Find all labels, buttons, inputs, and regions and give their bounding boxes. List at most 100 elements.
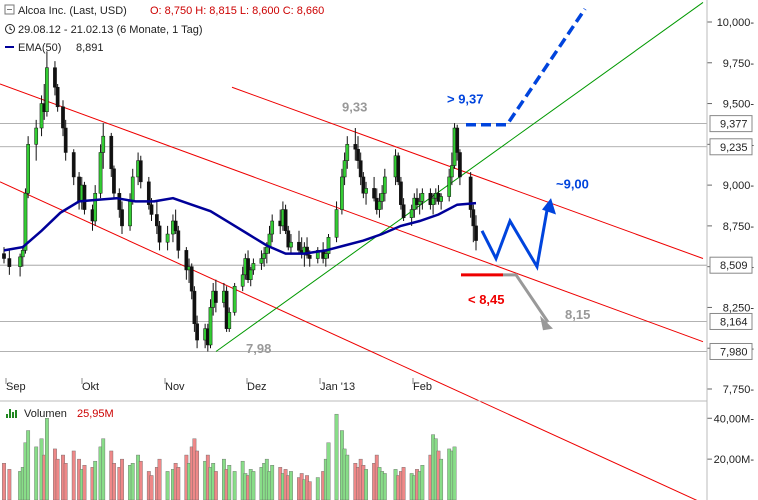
candle-body bbox=[214, 290, 218, 303]
candle-body bbox=[468, 176, 473, 210]
price-level-label: 8,509 bbox=[720, 260, 748, 272]
candle-body bbox=[248, 269, 253, 280]
candle-body bbox=[450, 165, 454, 178]
candle-body bbox=[232, 285, 237, 313]
channel-upper-line bbox=[0, 83, 704, 343]
candle-body bbox=[138, 160, 143, 183]
y-tick-label: 9,500- bbox=[723, 99, 755, 111]
candle-body bbox=[82, 184, 87, 210]
y-tick-label: 8,250- bbox=[723, 302, 755, 314]
ohlc-values: O: 8,750 H: 8,815 L: 8,600 C: 8,660 bbox=[150, 5, 324, 17]
volume-bar bbox=[26, 430, 31, 500]
candle-body bbox=[251, 263, 256, 271]
candle-body bbox=[93, 193, 98, 222]
clock-icon bbox=[5, 24, 15, 34]
volume-bar bbox=[439, 458, 444, 500]
volume-icon-bar bbox=[9, 409, 11, 418]
volume-bars bbox=[2, 413, 457, 500]
y-tick-label: 10,000- bbox=[717, 17, 755, 29]
breakdown-gray-arrow bbox=[503, 273, 550, 323]
candle-body bbox=[439, 196, 443, 202]
candle-body bbox=[307, 254, 312, 259]
bounce-arrowhead bbox=[542, 198, 556, 215]
candle-body bbox=[334, 209, 339, 238]
annotation-label: > 9,37 bbox=[447, 92, 484, 107]
volume-bar bbox=[120, 458, 124, 500]
volume-bar bbox=[307, 481, 312, 500]
volume-bars-icon bbox=[6, 409, 17, 418]
breakdown-arrowhead bbox=[540, 315, 553, 331]
price-grid bbox=[0, 21, 712, 390]
candle-body bbox=[377, 201, 382, 210]
volume-axis: 40,00M- 20,00M- bbox=[714, 413, 755, 466]
candle-body bbox=[224, 290, 229, 329]
candle-body bbox=[471, 209, 476, 227]
price-level-box bbox=[709, 138, 753, 156]
volume-bar bbox=[157, 458, 162, 500]
volume-bar bbox=[176, 467, 181, 500]
volume-bar bbox=[130, 463, 135, 500]
candle-body bbox=[184, 250, 189, 271]
candle-body bbox=[340, 176, 344, 210]
candle-body bbox=[227, 312, 232, 329]
candle-body bbox=[20, 250, 25, 258]
volume-bar bbox=[7, 469, 12, 500]
trendlines bbox=[0, 2, 704, 500]
candle-body bbox=[149, 204, 154, 215]
candle-body bbox=[447, 176, 452, 197]
candle-body bbox=[117, 193, 122, 210]
chart-menu-icon[interactable] bbox=[4, 4, 15, 15]
volume-bar bbox=[364, 469, 368, 500]
candle-body bbox=[396, 155, 401, 183]
candle-body bbox=[2, 253, 6, 259]
volume-bar bbox=[289, 471, 293, 500]
clock-icon-hands bbox=[9, 26, 13, 31]
candle-body bbox=[401, 204, 406, 218]
candle-body bbox=[189, 266, 194, 292]
volume-tick-label: 20,00M- bbox=[714, 454, 755, 466]
candle-body bbox=[358, 160, 363, 178]
price-level-box bbox=[709, 256, 753, 274]
candle-body bbox=[240, 274, 245, 287]
candle-body bbox=[18, 256, 22, 267]
volume-bar bbox=[165, 471, 170, 500]
volume-bar bbox=[45, 418, 49, 500]
channel-mid-line bbox=[0, 181, 698, 500]
candle-body bbox=[356, 148, 360, 161]
volume-icon-bar bbox=[6, 414, 8, 418]
candle-body bbox=[165, 233, 170, 243]
annotation-label: 9,33 bbox=[342, 100, 367, 115]
volume-bar bbox=[195, 450, 199, 500]
forecast-arrows bbox=[461, 7, 587, 331]
x-tick-label: Feb bbox=[413, 381, 432, 393]
candle-body bbox=[128, 201, 132, 227]
volume-bar bbox=[326, 442, 331, 500]
candle-body bbox=[208, 307, 213, 346]
annotation-label: ~9,00 bbox=[556, 176, 589, 191]
candle-body bbox=[458, 152, 462, 178]
volume-bar bbox=[382, 473, 387, 500]
candlesticks bbox=[2, 51, 478, 352]
volume-bar bbox=[345, 454, 350, 500]
price-level-box bbox=[709, 342, 753, 360]
volume-bar bbox=[227, 465, 232, 500]
candle-body bbox=[155, 214, 159, 227]
candle-body bbox=[342, 160, 347, 178]
candle-body bbox=[173, 220, 178, 232]
candle-body bbox=[23, 193, 28, 251]
candle-body bbox=[409, 209, 414, 218]
x-tick-label: Jan '13 bbox=[320, 381, 355, 393]
y-tick-label: 9,000- bbox=[723, 180, 755, 192]
x-tick-label: Nov bbox=[165, 381, 185, 393]
candle-body bbox=[120, 209, 124, 227]
candle-body bbox=[7, 258, 12, 267]
volume-tick-label: 40,00M- bbox=[714, 413, 755, 425]
volume-bar bbox=[34, 446, 39, 500]
candle-body bbox=[55, 86, 60, 108]
candle-body bbox=[246, 258, 250, 280]
price-level-label: 7,980 bbox=[720, 346, 748, 358]
candle-body bbox=[420, 193, 425, 202]
volume-bar bbox=[452, 446, 457, 500]
volume-grid bbox=[707, 417, 712, 460]
volume-bar bbox=[232, 471, 237, 500]
